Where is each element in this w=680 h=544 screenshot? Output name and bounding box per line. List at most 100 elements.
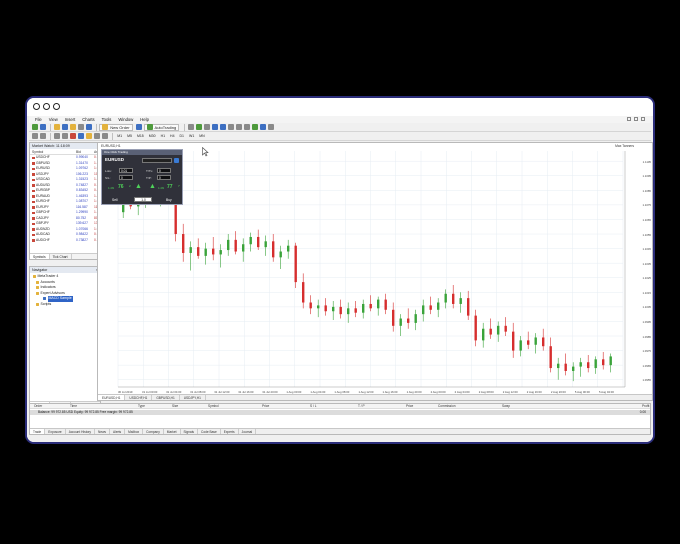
menu-charts[interactable]: Charts xyxy=(82,117,95,122)
terminal-tab[interactable]: Mailbox xyxy=(125,429,144,434)
timeframe-h4[interactable]: H4 xyxy=(170,134,175,138)
terminal-tab[interactable]: Account History xyxy=(66,429,96,434)
tile-windows-icon[interactable] xyxy=(227,124,234,130)
menu-help[interactable]: Help xyxy=(140,117,149,122)
terminal-icon[interactable] xyxy=(77,124,84,130)
tp-input[interactable]: 0 xyxy=(157,175,171,180)
timeframe-m15[interactable]: M15 xyxy=(136,134,144,138)
timeframe-d1[interactable]: D1 xyxy=(179,134,185,138)
trade-symbol-select[interactable] xyxy=(142,158,172,163)
chart-tab-gbpusd[interactable]: GBPUSD,H1 xyxy=(152,395,180,400)
terminal-column-header[interactable]: Order xyxy=(34,404,43,408)
sell-button[interactable]: Sell xyxy=(112,198,118,202)
menu-insert[interactable]: Insert xyxy=(64,117,76,122)
timeframe-h1[interactable]: H1 xyxy=(160,134,166,138)
candlestick-chart[interactable] xyxy=(98,143,654,395)
ttl-input[interactable]: 0 xyxy=(157,168,171,173)
indicators-icon[interactable] xyxy=(251,124,258,130)
bar-chart-icon[interactable] xyxy=(187,124,194,130)
zoom-in-icon[interactable] xyxy=(211,124,218,130)
chart-tab-usdjpy[interactable]: USDJPY,H1 xyxy=(180,395,206,400)
terminal-tab[interactable]: Exposure xyxy=(45,429,66,434)
terminal-column-header[interactable]: T / P xyxy=(358,404,365,408)
terminal-column-header[interactable]: Price xyxy=(406,404,414,408)
menu-file[interactable]: File xyxy=(35,117,42,122)
line-chart-icon[interactable] xyxy=(203,124,210,130)
minimize-icon[interactable] xyxy=(627,117,631,121)
navigator-icon[interactable] xyxy=(69,124,76,130)
terminal-tab[interactable]: Journal xyxy=(239,429,257,434)
auto-trading-button[interactable]: AutoTrading xyxy=(143,123,180,131)
terminal-column-header[interactable]: Size xyxy=(172,404,179,408)
terminal-column-header[interactable]: S / L xyxy=(310,404,317,408)
restore-icon[interactable] xyxy=(634,117,638,121)
lots-input[interactable]: 0.01 xyxy=(119,168,133,173)
buy-price[interactable]: 77 xyxy=(167,184,173,190)
close-icon[interactable] xyxy=(641,117,645,121)
timeframe-m30[interactable]: M30 xyxy=(148,134,156,138)
settings-icon[interactable] xyxy=(174,158,179,163)
terminal-tab[interactable]: Code Base xyxy=(198,429,221,434)
col-symbol[interactable]: Symbol xyxy=(32,150,44,154)
crosshair-icon[interactable] xyxy=(40,133,46,139)
terminal-tab[interactable]: Market xyxy=(164,429,181,434)
tab-tick-chart[interactable]: Tick Chart xyxy=(50,254,72,259)
chart-tab-usdchf[interactable]: USDCHF,H1 xyxy=(125,395,153,400)
terminal-tab[interactable]: Alerts xyxy=(110,429,126,434)
arrows-icon[interactable] xyxy=(101,133,108,139)
channel-icon[interactable] xyxy=(77,133,84,139)
terminal-column-header[interactable]: Time xyxy=(70,404,77,408)
sell-price[interactable]: 76 xyxy=(118,184,124,190)
timeframe-w1[interactable]: W1 xyxy=(189,134,195,138)
window-dot-icon[interactable] xyxy=(43,103,50,110)
buy-button[interactable]: Buy xyxy=(166,198,172,202)
nav-item-scripts[interactable]: Scripts xyxy=(33,302,100,308)
terminal-tab[interactable]: Signals xyxy=(181,429,199,434)
tester-icon[interactable] xyxy=(85,124,92,130)
timeframe-m1[interactable]: M1 xyxy=(117,134,123,138)
nav-item-metatrader[interactable]: MetaTrader 4 xyxy=(33,274,100,280)
close-icon[interactable]: × xyxy=(96,267,98,273)
col-ask[interactable]: Ask xyxy=(94,149,112,155)
sl-input[interactable]: 0 xyxy=(119,175,133,180)
nav-item-indicators[interactable]: Indicators xyxy=(33,285,100,291)
data-window-icon[interactable] xyxy=(61,124,68,130)
tab-symbols[interactable]: Symbols xyxy=(30,254,50,259)
terminal-tab[interactable]: Company xyxy=(143,429,164,434)
terminal-column-header[interactable]: Swap xyxy=(502,404,510,408)
terminal-column-header[interactable]: Type xyxy=(138,404,145,408)
volume-input[interactable]: 1.0 xyxy=(134,197,152,202)
text-icon[interactable] xyxy=(93,133,100,139)
window-dot-icon[interactable] xyxy=(53,103,60,110)
trendline-icon[interactable] xyxy=(69,133,76,139)
market-watch-icon[interactable] xyxy=(53,124,60,130)
terminal-column-header[interactable]: Commission xyxy=(438,404,456,408)
menu-view[interactable]: View xyxy=(48,117,58,122)
one-click-trading-panel[interactable]: One Click Trading EURUSD Lots: 0.01 S/L:… xyxy=(101,149,183,205)
zoom-out-icon[interactable] xyxy=(219,124,226,130)
new-order-button[interactable]: New Order xyxy=(99,123,133,131)
chart-shift-icon[interactable] xyxy=(235,124,242,130)
fibonacci-icon[interactable] xyxy=(85,133,92,139)
menu-tools[interactable]: Tools xyxy=(101,117,112,122)
periods-icon[interactable] xyxy=(259,124,266,130)
timeframe-mn[interactable]: MN xyxy=(199,134,205,138)
chart-tab-eurusd[interactable]: EURUSD,H1 xyxy=(98,395,126,400)
terminal-tab[interactable]: News xyxy=(95,429,110,434)
nav-item-expert-advisors[interactable]: Expert Advisors xyxy=(33,291,100,297)
chart-window[interactable]: EURUSD,H1 Max Tanners 1.1105 1.1095 1.1085… xyxy=(97,142,653,401)
horizontal-line-icon[interactable] xyxy=(61,133,68,139)
meta-editor-icon[interactable] xyxy=(135,124,142,130)
new-chart-icon[interactable] xyxy=(32,124,38,130)
terminal-column-header[interactable]: Symbol xyxy=(208,404,219,408)
col-bid[interactable]: Bid xyxy=(76,150,81,154)
terminal-column-header[interactable]: Profit xyxy=(642,404,650,408)
candlestick-icon[interactable] xyxy=(195,124,202,130)
profiles-icon[interactable] xyxy=(40,124,46,130)
templates-icon[interactable] xyxy=(267,124,274,130)
cursor-icon[interactable] xyxy=(32,133,38,139)
autoscroll-icon[interactable] xyxy=(243,124,250,130)
terminal-tab[interactable]: Trade xyxy=(30,429,46,434)
menu-window[interactable]: Window xyxy=(118,117,134,122)
nav-item-accounts[interactable]: Accounts xyxy=(33,280,100,286)
